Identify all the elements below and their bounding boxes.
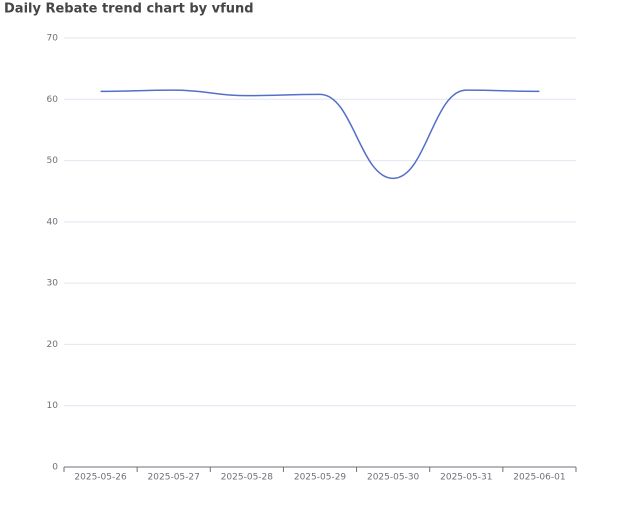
x-tick-label: 2025-06-01 <box>513 473 565 483</box>
chart-title: Daily Rebate trend chart by vfund <box>4 2 254 17</box>
x-tick-label: 2025-05-31 <box>440 473 492 483</box>
y-tick-label: 40 <box>47 217 59 227</box>
x-tick-label: 2025-05-28 <box>221 473 274 483</box>
y-tick-label: 60 <box>47 95 59 105</box>
line-series <box>100 89 540 180</box>
y-tick-label: 50 <box>47 156 59 166</box>
x-tick-label: 2025-05-30 <box>367 473 420 483</box>
y-tick-label: 30 <box>47 279 59 289</box>
y-tick-label: 10 <box>47 401 59 411</box>
y-tick-label: 70 <box>47 34 59 44</box>
x-tick-label: 2025-05-29 <box>294 473 347 483</box>
y-tick-label: 0 <box>52 463 58 473</box>
x-tick-label: 2025-05-27 <box>148 473 200 483</box>
x-tick-label: 2025-05-26 <box>74 473 127 483</box>
y-tick-label: 20 <box>47 340 59 350</box>
